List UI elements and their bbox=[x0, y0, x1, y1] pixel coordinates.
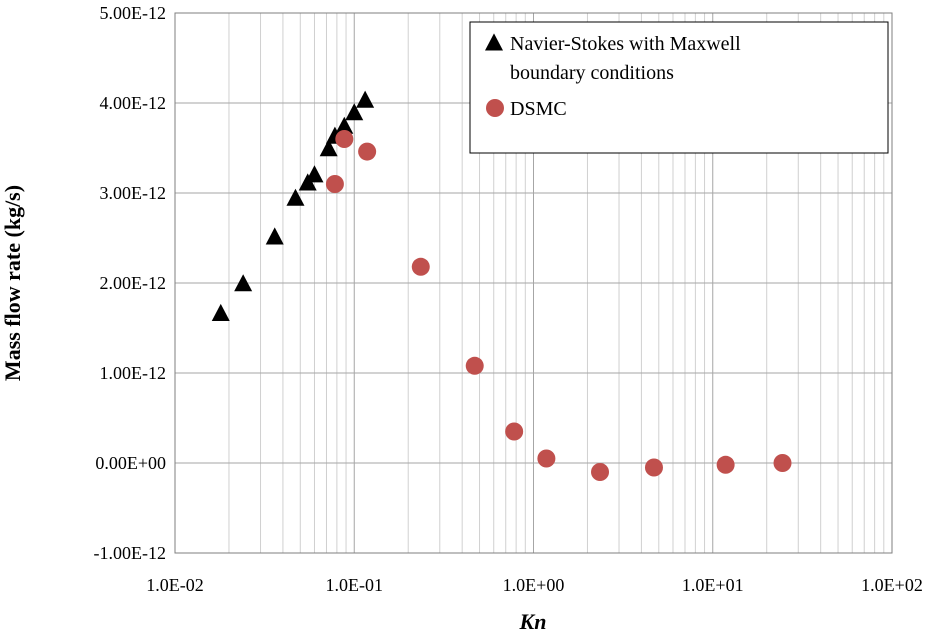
legend-circle-marker bbox=[486, 99, 504, 117]
y-tick-label: 4.00E-12 bbox=[100, 93, 167, 113]
dsmc-point bbox=[358, 142, 377, 161]
dsmc-point bbox=[465, 356, 484, 375]
navier-stokes-point bbox=[286, 188, 305, 206]
navier-stokes-point bbox=[305, 165, 324, 183]
dsmc-point bbox=[537, 449, 556, 468]
legend: Navier-Stokes with Maxwell boundary condi… bbox=[469, 21, 889, 154]
y-tick-label: 0.00E+00 bbox=[95, 453, 166, 473]
y-tick-labels: -1.00E-12 0.00E+00 1.00E-12 2.00E-12 3.00E-1… bbox=[94, 3, 166, 563]
legend-box bbox=[469, 21, 889, 154]
x-tick-labels: 1.0E-02 1.0E-01 1.0E+00 1.0E+01 1.0E+02 bbox=[146, 575, 923, 595]
dsmc-point bbox=[335, 130, 354, 148]
y-tick-label: -1.00E-12 bbox=[94, 543, 166, 563]
dsmc-point bbox=[591, 463, 610, 481]
x-tick-label: 1.0E+01 bbox=[682, 575, 744, 595]
navier-stokes-point bbox=[319, 139, 338, 157]
x-tick-label: 1.0E-02 bbox=[146, 575, 204, 595]
legend-items: Navier-Stokes with Maxwell boundary condi… bbox=[485, 33, 741, 120]
legend-label-navier-stokes: Navier-Stokes with Maxwell bbox=[510, 33, 741, 55]
x-tick-label: 1.0E+00 bbox=[503, 575, 565, 595]
data-markers bbox=[211, 90, 792, 481]
dsmc-point bbox=[773, 454, 792, 472]
navier-stokes-point bbox=[211, 303, 230, 321]
navier-stokes-point bbox=[356, 90, 375, 108]
legend-label-navier-stokes: boundary conditions bbox=[510, 62, 674, 84]
dsmc-point bbox=[325, 175, 344, 193]
navier-stokes-point bbox=[335, 116, 354, 134]
plot-border bbox=[174, 12, 893, 554]
navier-stokes-point bbox=[345, 103, 364, 121]
y-tick-label: 1.00E-12 bbox=[100, 363, 167, 383]
y-axis-title: Mass flow rate (kg/s) bbox=[0, 185, 25, 381]
y-tick-label: 3.00E-12 bbox=[100, 183, 167, 203]
navier-stokes-point bbox=[234, 274, 253, 292]
navier-stokes-point bbox=[265, 227, 284, 245]
legend-triangle-marker bbox=[485, 33, 503, 51]
y-tick-label: 5.00E-12 bbox=[100, 3, 167, 23]
x-tick-label: 1.0E+02 bbox=[861, 575, 923, 595]
dsmc-point bbox=[505, 422, 524, 441]
x-tick-label: 1.0E-01 bbox=[326, 575, 384, 595]
dsmc-point bbox=[716, 455, 735, 474]
x-axis-title: Kn bbox=[519, 609, 547, 634]
dsmc-point bbox=[644, 458, 663, 477]
y-tick-label: 2.00E-12 bbox=[100, 273, 167, 293]
dsmc-point bbox=[411, 257, 430, 276]
legend-label-dsmc: DSMC bbox=[510, 98, 567, 120]
